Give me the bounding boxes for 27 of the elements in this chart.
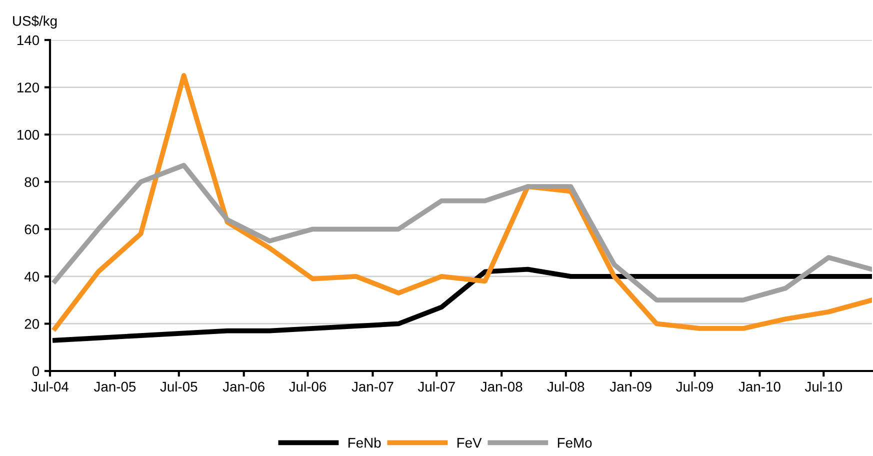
x-tick-label: Jul-07 — [418, 381, 455, 392]
x-tick-label: Jul-04 — [31, 381, 69, 392]
y-tick-label: 60 — [24, 224, 40, 234]
legend-label: FeMo — [558, 438, 592, 448]
legend-label: FeNb — [348, 438, 381, 448]
x-tick-label: Jan-07 — [352, 382, 394, 392]
legend-label: FeV — [457, 438, 482, 448]
y-tick-label: 0 — [32, 366, 40, 376]
line-series — [52, 73, 872, 331]
x-tick-label: Jan-06 — [222, 382, 264, 392]
y-tick-label: 20 — [24, 319, 40, 329]
y-tick-label: 120 — [17, 82, 40, 92]
x-tick-label: Jan-10 — [738, 382, 780, 392]
x-tick-label: Jul-10 — [804, 381, 842, 392]
x-tick-label: Jul-09 — [676, 381, 714, 392]
y-tick-label: 40 — [24, 272, 40, 282]
x-tick-label: Jan-05 — [94, 382, 136, 392]
y-tick-label: 80 — [24, 177, 40, 188]
y-tick-label: 100 — [17, 130, 40, 140]
x-tick-label: Jan-08 — [480, 382, 522, 392]
x-tick-label: Jul-06 — [289, 381, 326, 392]
line-series — [52, 162, 872, 302]
x-tick-label: Jul-05 — [160, 381, 198, 392]
y-tick-label: 140 — [17, 35, 40, 46]
y-axis-title: US$/kg — [13, 15, 57, 29]
x-tick-label: Jan-09 — [610, 382, 652, 392]
x-tick-label: Jul-08 — [547, 381, 584, 392]
